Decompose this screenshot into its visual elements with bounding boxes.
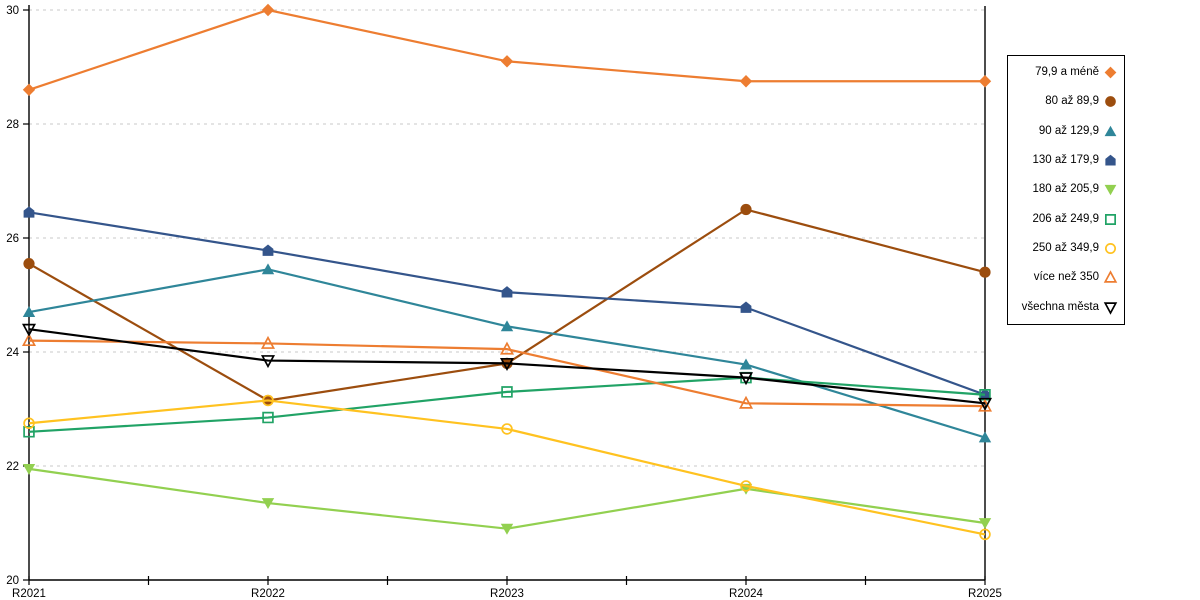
- series-2: [22, 263, 992, 443]
- series-8: [21, 323, 993, 411]
- data-point-triangle-down-marker: [21, 323, 37, 337]
- legend-square-icon: [1104, 213, 1117, 225]
- x-tick-label: R2024: [729, 588, 763, 600]
- series-line: [28, 8, 985, 91]
- data-point-triangle-up-marker: [978, 431, 992, 443]
- legend-triangle-down-icon: [1104, 185, 1117, 196]
- data-point-circle-marker: [740, 480, 752, 492]
- series-4: [22, 463, 992, 535]
- y-tick-label: 30: [6, 5, 19, 17]
- legend-label: 130 až 179,9: [1032, 153, 1099, 166]
- data-point-circle-marker: [262, 394, 274, 407]
- data-point-diamond-marker: [500, 55, 514, 68]
- legend-item: 80 až 89,9: [1010, 94, 1118, 109]
- data-point-triangle-up-marker: [499, 341, 515, 355]
- series-line: [28, 339, 986, 408]
- data-point-pentagon-marker: [23, 206, 35, 218]
- series-5: [23, 371, 991, 438]
- series-6: [23, 394, 991, 541]
- data-point-pentagon-marker: [501, 286, 513, 298]
- x-tick-label: R2025: [968, 588, 1002, 600]
- y-tick-label: 20: [6, 575, 19, 587]
- data-point-diamond-marker: [22, 83, 36, 96]
- data-point-diamond-marker: [978, 75, 992, 88]
- x-tick-label: R2022: [251, 588, 285, 600]
- data-point-pentagon-marker: [262, 244, 274, 256]
- data-point-triangle-up-marker: [738, 395, 754, 409]
- data-point-triangle-down-marker: [261, 498, 275, 510]
- legend-item: 250 až 349,9: [1010, 241, 1118, 256]
- legend-item: 206 až 249,9: [1010, 212, 1118, 227]
- legend-item: 90 až 129,9: [1010, 124, 1118, 139]
- data-point-circle-marker: [23, 417, 35, 430]
- series-line: [28, 376, 986, 433]
- data-point-triangle-up-marker: [21, 333, 37, 347]
- legend-item: 79,9 a méně: [1010, 65, 1118, 80]
- data-point-circle-marker: [979, 528, 991, 541]
- data-point-square-marker: [262, 411, 274, 424]
- series-7: [21, 333, 993, 412]
- data-point-triangle-down-marker: [500, 523, 514, 535]
- legend-triangle-down-icon: [1103, 302, 1118, 315]
- legend-item: všechna města: [1010, 300, 1118, 315]
- x-tick-label: R2023: [490, 588, 524, 600]
- series-0: [22, 3, 992, 96]
- data-point-diamond-marker: [739, 75, 753, 88]
- legend-item: 130 až 179,9: [1010, 153, 1118, 168]
- legend: 79,9 a méně 80 až 89,9 90 až 129,9 130 až 1…: [1007, 55, 1125, 325]
- legend-label: 80 až 89,9: [1045, 95, 1099, 108]
- legend-label: 180 až 205,9: [1032, 183, 1099, 196]
- series-3: [23, 206, 991, 401]
- data-point-circle-marker: [979, 266, 991, 278]
- legend-pentagon-icon: [1105, 154, 1116, 166]
- legend-triangle-up-icon: [1104, 125, 1117, 136]
- data-point-triangle-down-marker: [977, 397, 993, 411]
- data-point-triangle-down-marker: [978, 518, 992, 529]
- data-point-square-marker: [501, 386, 513, 398]
- legend-diamond-icon: [1104, 66, 1117, 79]
- data-point-triangle-up-marker: [22, 306, 36, 317]
- series-line: [28, 399, 986, 536]
- data-point-diamond-marker: [261, 3, 275, 17]
- legend-label: 90 až 129,9: [1038, 124, 1099, 137]
- data-point-triangle-down-marker: [738, 372, 754, 386]
- legend-triangle-up-icon: [1103, 270, 1118, 284]
- legend-circle-icon: [1105, 96, 1116, 108]
- data-point-triangle-down-marker: [260, 355, 276, 369]
- data-point-circle-marker: [501, 423, 513, 435]
- data-point-triangle-down-marker: [499, 357, 515, 371]
- data-point-pentagon-marker: [740, 301, 752, 313]
- legend-label: více než 350: [1033, 271, 1099, 284]
- y-tick-label: 24: [6, 347, 19, 359]
- data-point-triangle-up-marker: [261, 263, 275, 275]
- legend-label: 250 až 349,9: [1032, 241, 1099, 254]
- series-line: [28, 328, 986, 405]
- legend-item: více než 350: [1010, 270, 1118, 285]
- y-tick-label: 28: [6, 119, 19, 131]
- data-point-circle-marker: [740, 203, 752, 216]
- legend-label: všechna města: [1021, 300, 1099, 313]
- legend-item: 180 až 205,9: [1010, 182, 1118, 197]
- data-point-triangle-up-marker: [500, 320, 514, 332]
- data-point-square-marker: [23, 426, 35, 438]
- legend-label: 79,9 a méně: [1035, 65, 1099, 78]
- x-tick-label: R2021: [12, 588, 46, 600]
- series-line: [28, 467, 986, 530]
- data-point-triangle-up-marker: [739, 358, 753, 370]
- data-point-triangle-up-marker: [260, 335, 276, 349]
- legend-circle-icon: [1104, 243, 1117, 255]
- y-tick-label: 26: [6, 233, 19, 245]
- data-point-circle-marker: [23, 258, 35, 270]
- legend-label: 206 až 249,9: [1032, 212, 1099, 225]
- data-point-triangle-down-marker: [22, 463, 36, 475]
- y-tick-label: 22: [6, 461, 19, 473]
